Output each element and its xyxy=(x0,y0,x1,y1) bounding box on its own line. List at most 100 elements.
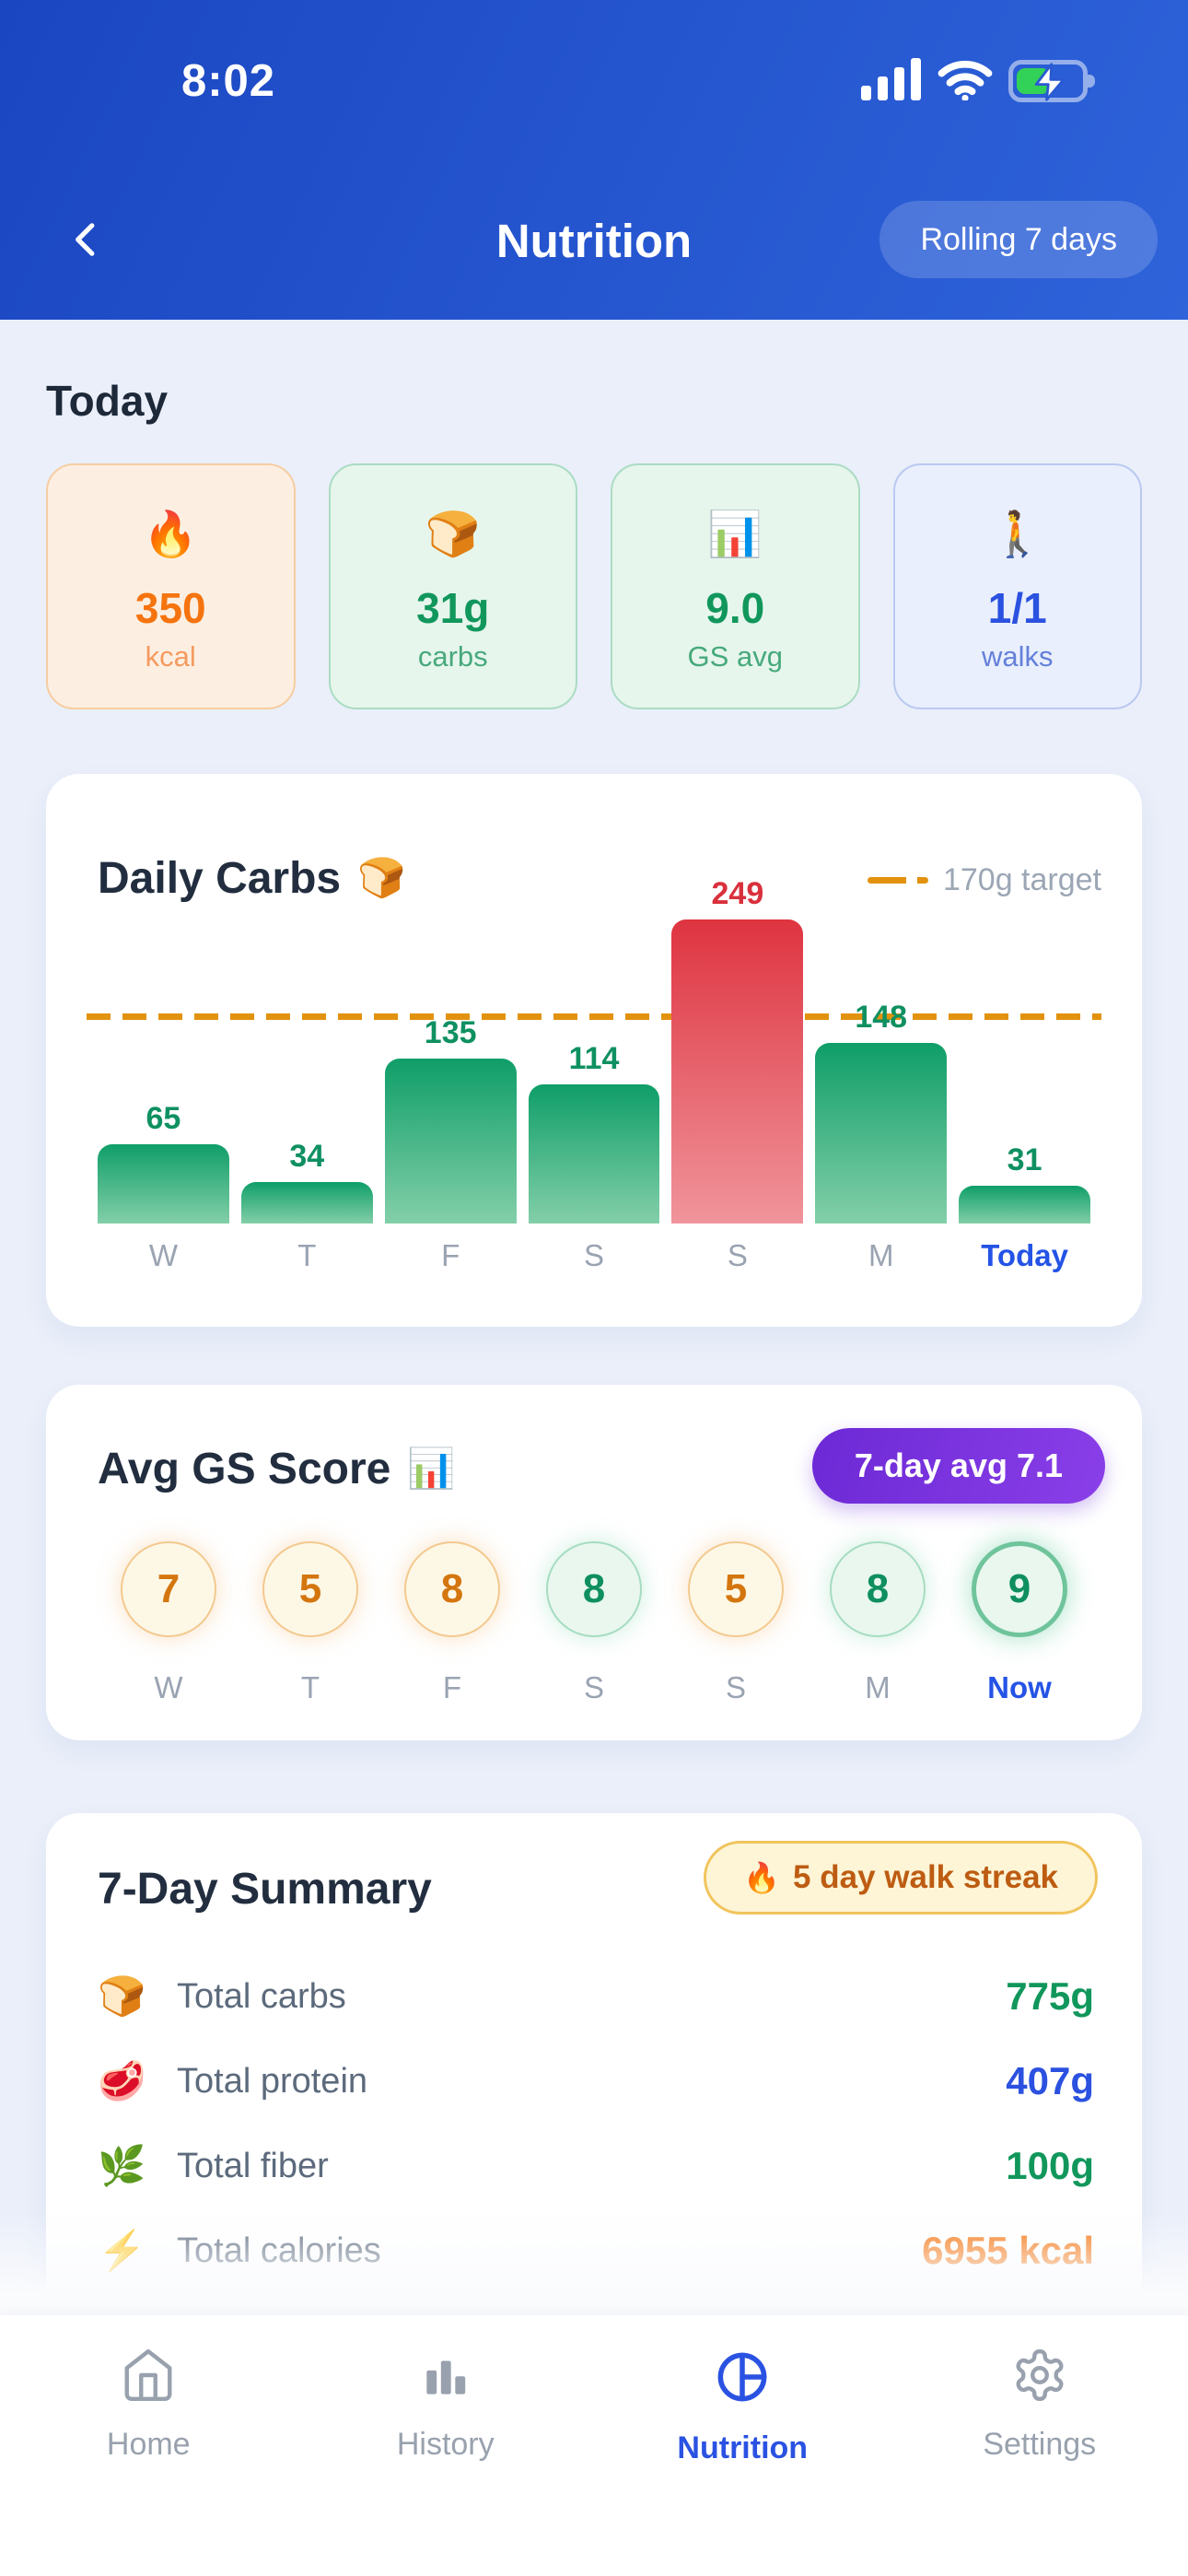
gs-day-label: T xyxy=(300,1670,320,1704)
gs-score-circle: 5 xyxy=(688,1541,784,1637)
tab-bar: Home History Nutrition Settings xyxy=(0,2315,1188,2576)
summary-row-value: 100g xyxy=(1006,2144,1094,2187)
seven-day-avg-pill: 7-day avg 7.1 xyxy=(811,1428,1105,1504)
tab-label: Nutrition xyxy=(677,2430,809,2465)
summary-rows: 🍞 Total carbs 775g 🥩 Total protein 407g 🌿 Total… xyxy=(98,1954,1094,2293)
bar-value: 65 xyxy=(146,1101,181,1136)
summary-row-total-fiber: 🌿 Total fiber 100g xyxy=(98,2124,1094,2208)
stat-value: 31g xyxy=(416,584,490,632)
stat-label: walks xyxy=(981,640,1054,673)
bar xyxy=(384,1059,517,1224)
gs-day-label: W xyxy=(154,1670,183,1704)
bread-icon: 🍞 xyxy=(357,856,406,899)
bar-column-t: 34 xyxy=(240,1139,373,1224)
bar xyxy=(671,919,804,1224)
x-label: F xyxy=(441,1238,460,1272)
bar xyxy=(528,1084,660,1224)
herb-icon: 🌿 xyxy=(98,2143,146,2187)
fire-icon: 🔥 xyxy=(743,1861,781,1894)
stat-card-walks[interactable]: 🚶 1/1 walks xyxy=(892,463,1142,709)
today-stat-row: 🔥 350 kcal 🍞 31g carbs 📊 9.0 GS avg 🚶 1/1 walks xyxy=(46,463,1142,709)
bar-column-m: 148 xyxy=(815,1000,948,1224)
target-legend: 170g target xyxy=(867,862,1101,898)
nutrition-icon xyxy=(712,2347,773,2412)
gs-day-label: Now xyxy=(987,1670,1052,1704)
x-label: S xyxy=(584,1238,605,1272)
daily-carbs-title: Daily Carbs 🍞 xyxy=(98,854,406,903)
bar-value: 34 xyxy=(289,1139,325,1174)
stat-value: 1/1 xyxy=(987,584,1047,632)
stat-card-carbs[interactable]: 🍞 31g carbs xyxy=(328,463,577,709)
bread-icon: 🍞 xyxy=(425,510,481,559)
gs-day-label: F xyxy=(442,1670,462,1704)
tab-label: Home xyxy=(106,2427,191,2462)
gs-score-circle: 8 xyxy=(830,1541,926,1637)
signal-icon xyxy=(861,57,922,105)
today-heading: Today xyxy=(46,377,169,425)
back-button[interactable] xyxy=(57,210,116,269)
tab-label: History xyxy=(396,2427,495,2462)
summary-row-value: 407g xyxy=(1006,2059,1094,2102)
summary-row-label: Total carbs xyxy=(177,1976,346,2016)
bar-value: 148 xyxy=(855,1000,908,1035)
target-line-swatch xyxy=(867,877,928,884)
bar xyxy=(959,1186,1091,1224)
avg-gs-score-title: Avg GS Score 📊 xyxy=(98,1445,456,1493)
tab-home[interactable]: Home xyxy=(0,2315,297,2576)
stat-value: 350 xyxy=(134,584,206,632)
stat-card-gs-avg[interactable]: 📊 9.0 GS avg xyxy=(611,463,860,709)
bar-column-w: 65 xyxy=(98,1101,229,1224)
status-time: 8:02 xyxy=(181,56,276,106)
header: 8:02 xyxy=(0,0,1188,320)
tab-settings[interactable]: Settings xyxy=(891,2315,1188,2576)
daily-carbs-card: Daily Carbs 🍞 170g target 65 34 135 114 249 1… xyxy=(46,774,1142,1327)
stat-value: 9.0 xyxy=(705,584,765,632)
summary-row-total-carbs: 🍞 Total carbs 775g xyxy=(98,1954,1094,2039)
history-icon xyxy=(417,2347,474,2408)
gs-score-circle: 8 xyxy=(404,1541,500,1637)
stat-label: GS avg xyxy=(687,640,783,673)
bar-value: 114 xyxy=(568,1041,620,1076)
tab-nutrition[interactable]: Nutrition xyxy=(594,2315,891,2576)
bar-column-today: 31 xyxy=(959,1142,1091,1224)
bar xyxy=(98,1144,229,1224)
gs-score-circle: 8 xyxy=(546,1541,642,1637)
x-label: W xyxy=(148,1238,178,1272)
bar-column-s: 249 xyxy=(671,876,804,1224)
x-axis-labels: W T F S S M Today xyxy=(98,1238,1090,1275)
fire-icon: 🔥 xyxy=(143,510,199,559)
gs-day-label: S xyxy=(725,1670,746,1704)
bread-icon: 🍞 xyxy=(98,1973,146,2018)
chart-icon: 📊 xyxy=(707,510,763,559)
bar-column-f: 135 xyxy=(384,1015,517,1224)
page-title: Nutrition xyxy=(495,215,693,267)
wifi-icon xyxy=(937,58,994,105)
stat-card-kcal[interactable]: 🔥 350 kcal xyxy=(46,463,296,709)
home-icon xyxy=(120,2347,177,2408)
bar-column-s: 114 xyxy=(528,1041,660,1224)
walker-icon: 🚶 xyxy=(989,510,1045,559)
tab-history[interactable]: History xyxy=(297,2315,595,2576)
bars-row: 65 34 135 114 249 148 31 xyxy=(98,876,1091,1224)
gs-day-label: M xyxy=(865,1670,891,1704)
x-label: Today xyxy=(981,1238,1068,1272)
summary-row-label: Total fiber xyxy=(177,2146,329,2185)
walk-streak-badge: 🔥 5 day walk streak xyxy=(704,1841,1098,1914)
gs-score-circle: 9 xyxy=(972,1541,1067,1637)
bar-value: 31 xyxy=(1007,1142,1042,1177)
battery-charging-icon xyxy=(1008,60,1101,102)
target-line xyxy=(87,1013,1101,1020)
bar-value: 249 xyxy=(711,876,764,911)
range-pill[interactable]: Rolling 7 days xyxy=(879,201,1158,278)
bar xyxy=(240,1182,373,1224)
settings-icon xyxy=(1011,2347,1068,2408)
gs-score-circle: 5 xyxy=(262,1541,358,1637)
gs-column-now: 9 Now xyxy=(949,1541,1090,1705)
summary-row-total-calories: ⚡ Total calories 6955 kcal xyxy=(98,2208,1094,2293)
